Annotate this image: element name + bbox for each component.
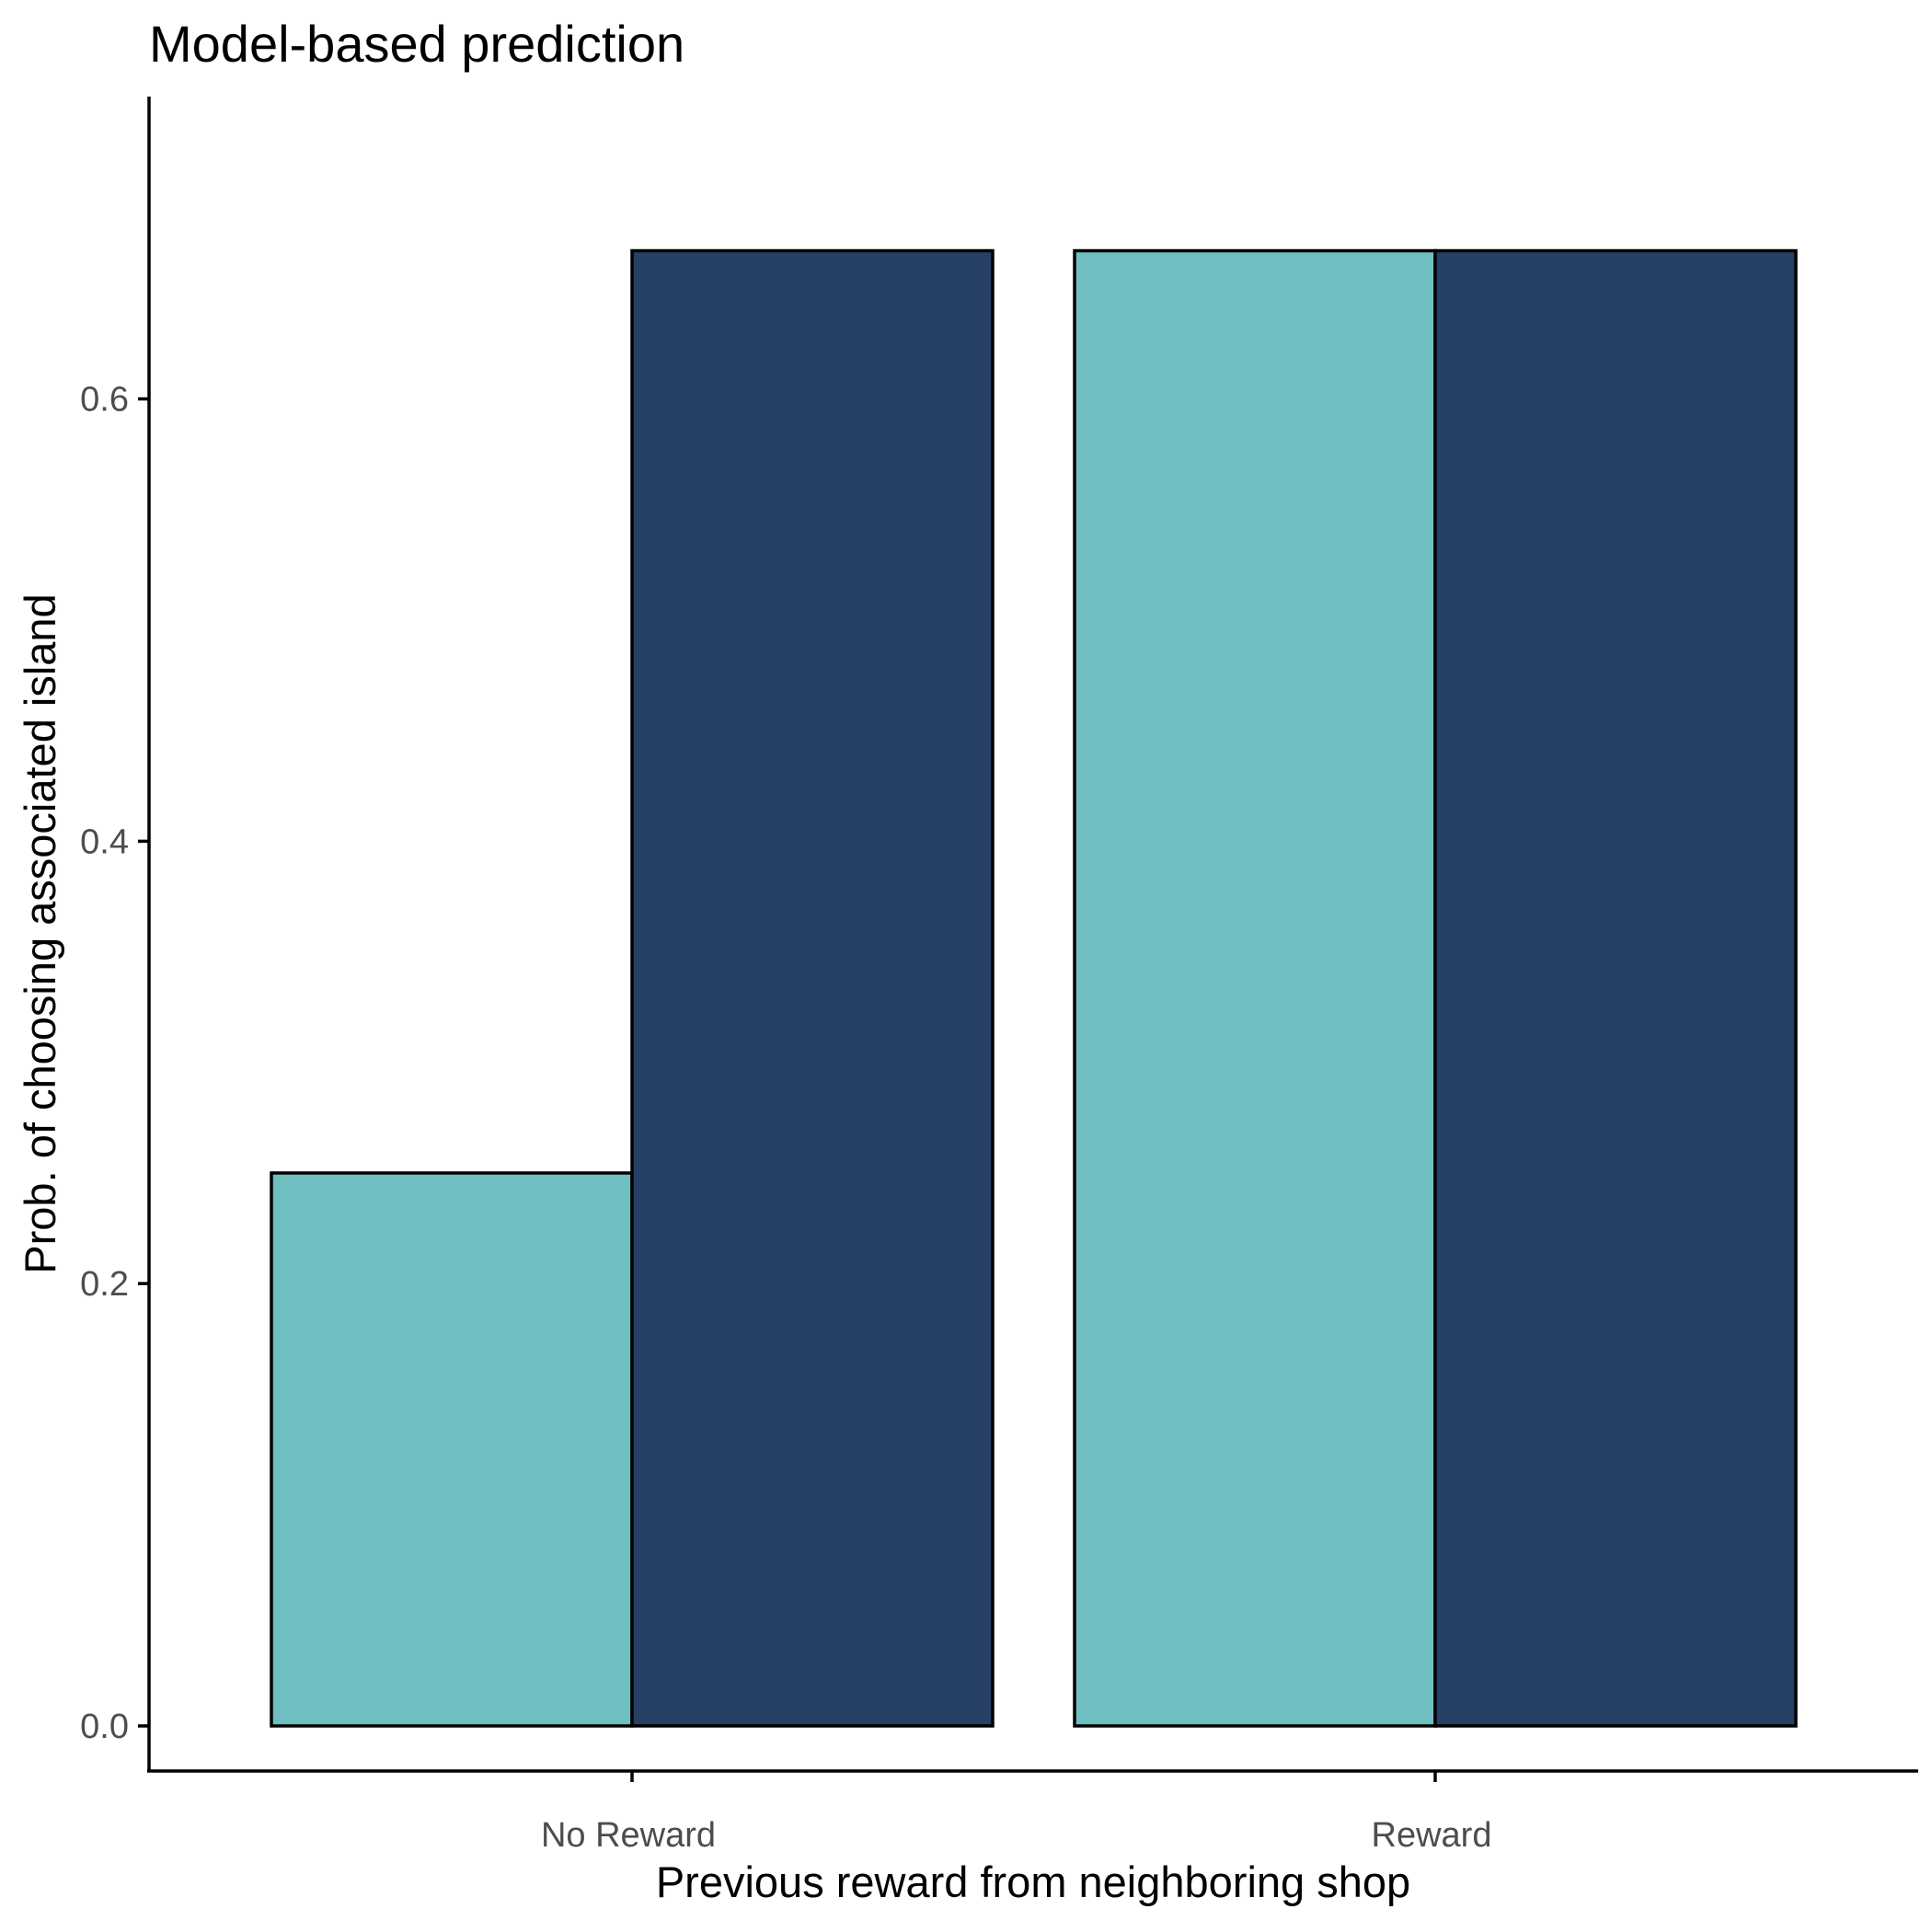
x-ticks-group: No Reward Reward	[541, 1771, 1492, 1855]
bars-group	[270, 248, 1798, 1728]
chart-title: Model-based prediction	[149, 15, 684, 73]
x-tick-label: Reward	[1372, 1816, 1492, 1855]
y-tick-label: 0.4	[80, 822, 129, 861]
x-tick-label: No Reward	[541, 1816, 716, 1855]
y-axis-title: Prob. of choosing associated island	[16, 593, 64, 1273]
y-tick-label: 0.6	[80, 381, 129, 420]
bar-reward-series-1	[1073, 248, 1437, 1728]
bar-no-reward-series-1	[270, 1171, 634, 1728]
y-tick-label: 0.0	[80, 1708, 129, 1746]
x-axis-title: Previous reward from neighboring shop	[656, 1857, 1410, 1906]
y-tick-label: 0.2	[80, 1265, 129, 1304]
bar-reward-series-2	[1433, 248, 1798, 1728]
y-ticks-group: 0.0 0.2 0.4 0.6	[80, 381, 149, 1746]
bar-no-reward-series-2	[630, 248, 995, 1728]
